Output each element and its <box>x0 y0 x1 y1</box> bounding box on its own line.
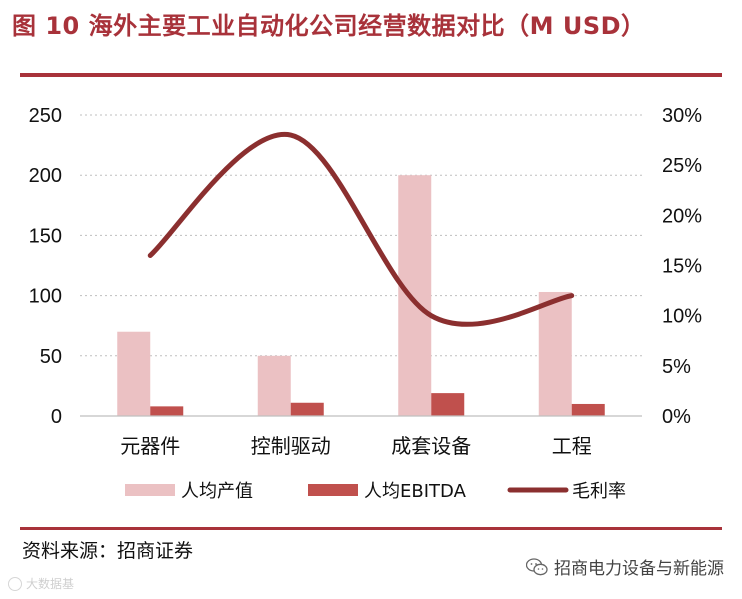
gridlines <box>80 114 642 357</box>
bar-ebitda-per-capita <box>150 406 184 416</box>
legend: 人均产值 人均EBITDA 毛利率 <box>125 481 626 502</box>
x-category-label: 元器件 <box>120 434 180 458</box>
bar-output-per-capita <box>257 355 291 416</box>
watermark: 大数据基 <box>8 575 74 592</box>
bar-ebitda-per-capita <box>290 402 324 416</box>
bottom-rule <box>20 527 722 530</box>
legend-label: 人均产值 <box>181 481 253 502</box>
top-rule <box>20 73 722 77</box>
legend-ebitda-per-capita: 人均EBITDA <box>308 481 467 502</box>
y-right-tick-label: 15% <box>662 256 702 278</box>
legend-swatch <box>125 484 175 496</box>
x-category-label: 控制驱动 <box>251 434 331 458</box>
bar-output-per-capita <box>117 331 151 416</box>
x-category-label: 成套设备 <box>391 434 471 458</box>
margin-line-layer <box>147 132 575 327</box>
bar-ebitda-per-capita <box>431 393 465 416</box>
gross-margin-line <box>147 132 575 327</box>
watermark-text: 大数据基 <box>26 577 75 591</box>
y-left-tick-label: 100 <box>29 286 62 308</box>
axes: 0 50 100 150 200 250 0% 5% 10% 15% 20% 25% 30% 元器件 控制驱… <box>29 105 703 458</box>
y-right-tick-label: 5% <box>662 356 691 378</box>
y-right-tick-label: 25% <box>662 155 702 177</box>
legend-gross-margin: 毛利率 <box>507 481 626 502</box>
legend-label: 毛利率 <box>572 481 626 502</box>
bar-ebitda-per-capita <box>571 403 605 416</box>
bar-output-per-capita <box>538 291 572 416</box>
legend-label: 人均EBITDA <box>364 481 467 502</box>
y-right-tick-label: 0% <box>662 406 691 428</box>
y-left-tick-label: 250 <box>29 105 62 127</box>
y-left-tick-label: 50 <box>40 346 62 368</box>
wechat-icon <box>526 557 548 575</box>
y-right-tick-label: 10% <box>662 306 702 328</box>
bar-output-per-capita <box>398 175 432 416</box>
x-category-label: 工程 <box>552 434 592 458</box>
source-note: 资料来源：招商证券 <box>22 540 194 562</box>
legend-output-per-capita: 人均产值 <box>125 481 253 502</box>
y-left-tick-label: 150 <box>29 225 62 247</box>
bars <box>117 175 605 416</box>
wechat-account-name: 招商电力设备与新能源 <box>554 559 724 579</box>
y-left-tick-label: 200 <box>29 165 62 187</box>
figure-title: 图 10 海外主要工业自动化公司经营数据对比（M USD） <box>12 12 646 40</box>
wechat-account: 招商电力设备与新能源 <box>526 554 724 579</box>
watermark-icon <box>8 576 22 591</box>
y-left-tick-label: 0 <box>51 406 62 428</box>
y-right-tick-label: 30% <box>662 105 702 127</box>
legend-swatch <box>308 484 358 496</box>
y-right-tick-label: 20% <box>662 205 702 227</box>
chart: 0 50 100 150 200 250 0% 5% 10% 15% 20% 25% 30% 元器件 控制驱… <box>29 105 703 502</box>
